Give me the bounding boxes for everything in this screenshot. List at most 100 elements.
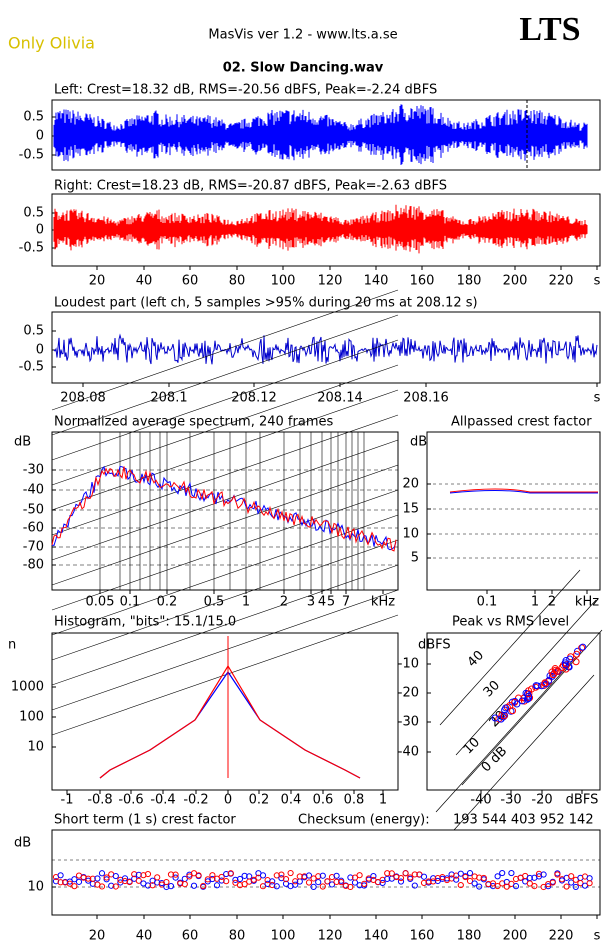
st-point xyxy=(535,870,543,877)
st-point xyxy=(103,876,110,883)
st-point xyxy=(273,883,280,890)
st-point xyxy=(131,871,138,878)
st-point xyxy=(315,873,322,880)
spectrum xyxy=(51,465,397,551)
st-point xyxy=(89,875,96,882)
st-point xyxy=(241,872,248,879)
st-point xyxy=(126,878,133,886)
x-tick-label: kHz xyxy=(371,595,395,610)
st-point xyxy=(466,877,474,885)
diag-line xyxy=(435,656,577,813)
y-tick-label: 0 xyxy=(36,223,44,238)
x-tick-label: dBFS xyxy=(566,793,599,808)
y-tick-label: -60 xyxy=(23,521,44,536)
x-tick-label: 4 xyxy=(318,595,326,610)
panel-frame xyxy=(426,632,601,791)
panel-frame xyxy=(51,632,399,791)
x-tick-label: 140 xyxy=(364,274,389,289)
st-point xyxy=(282,875,290,883)
y-unit: n xyxy=(8,638,16,653)
pvr-point xyxy=(542,680,550,688)
y-tick-label: -0.5 xyxy=(19,360,44,375)
st-point xyxy=(181,881,188,888)
pvr-point xyxy=(499,713,507,721)
x-tick-label: 1 xyxy=(242,595,250,610)
x-tick-label: 0.2 xyxy=(249,793,270,808)
st-point xyxy=(526,880,533,887)
pvr-point xyxy=(513,700,521,708)
st-point xyxy=(154,874,161,881)
y-tick-label: -70 xyxy=(23,540,44,555)
st-point xyxy=(71,876,78,883)
st-point xyxy=(397,874,405,882)
st-point xyxy=(489,883,497,890)
st-point xyxy=(347,883,354,891)
y-tick-label: -10 xyxy=(398,657,419,672)
x-tick-label: kHz xyxy=(575,595,599,610)
pvr-point xyxy=(566,655,574,663)
diag-line xyxy=(439,569,581,726)
app-title: MasVis ver 1.2 - www.lts.a.se xyxy=(208,28,397,43)
st-point xyxy=(149,882,156,889)
st-point xyxy=(190,882,198,889)
histogram xyxy=(99,670,361,779)
st-point xyxy=(586,880,593,887)
st-point xyxy=(94,875,101,882)
st-point xyxy=(563,883,570,890)
panel-title: Left: Crest=18.32 dB, RMS=-20.56 dBFS, P… xyxy=(54,83,437,98)
x-tick-label: 180 xyxy=(457,929,482,944)
slope-line xyxy=(51,489,399,611)
x-tick-label: 0.6 xyxy=(313,793,334,808)
slope-line xyxy=(51,564,399,686)
st-point xyxy=(476,883,483,890)
x-tick-label: 160 xyxy=(410,274,435,289)
slope-line xyxy=(51,589,399,711)
pvr-point xyxy=(518,697,526,705)
x-tick-label: 7 xyxy=(342,595,350,610)
st-point xyxy=(269,878,276,885)
st-point xyxy=(384,870,391,877)
x-tick-label: 0.5 xyxy=(204,595,225,610)
st-point xyxy=(319,872,326,879)
st-point xyxy=(333,872,340,879)
histogram xyxy=(99,664,361,779)
x-tick-label: 1 xyxy=(379,793,387,808)
st-point xyxy=(370,873,377,880)
st-point xyxy=(351,874,359,881)
slope-line xyxy=(51,314,399,436)
x-tick-label: 140 xyxy=(364,929,389,944)
x-tick-label: 3 xyxy=(307,595,315,610)
st-point xyxy=(241,881,248,888)
x-tick-label: 220 xyxy=(549,929,574,944)
panel-frame xyxy=(51,829,601,916)
y-unit: dB xyxy=(14,435,31,450)
pvr-point xyxy=(562,665,570,673)
x-tick-label: 160 xyxy=(410,929,435,944)
st-point xyxy=(213,882,221,889)
st-point xyxy=(407,874,414,881)
slope-line xyxy=(51,464,399,586)
x-tick-label: -0.8 xyxy=(87,793,112,808)
st-point xyxy=(503,883,510,890)
x-tick-label: 208.1 xyxy=(150,391,187,406)
slope-line xyxy=(51,289,399,411)
y-tick-label: -0.5 xyxy=(19,241,44,256)
pvr-point xyxy=(561,661,569,669)
st-point xyxy=(457,870,464,877)
st-point xyxy=(121,875,129,882)
y-tick-label: 0.5 xyxy=(23,324,44,339)
y-tick-label: -40 xyxy=(398,745,419,760)
x-tick-label: 60 xyxy=(182,929,199,944)
x-tick-label: -1 xyxy=(61,793,74,808)
st-point xyxy=(425,878,432,885)
y-tick-label: 15 xyxy=(402,502,419,517)
panel-frame xyxy=(426,431,601,591)
st-point xyxy=(223,878,230,885)
x-tick-label: 80 xyxy=(229,274,246,289)
st-point xyxy=(540,871,547,878)
y-tick-label: 0 xyxy=(36,129,44,144)
st-point xyxy=(278,871,285,878)
st-point xyxy=(236,875,244,883)
y-tick-label: 10 xyxy=(402,527,419,542)
st-point xyxy=(296,873,303,880)
